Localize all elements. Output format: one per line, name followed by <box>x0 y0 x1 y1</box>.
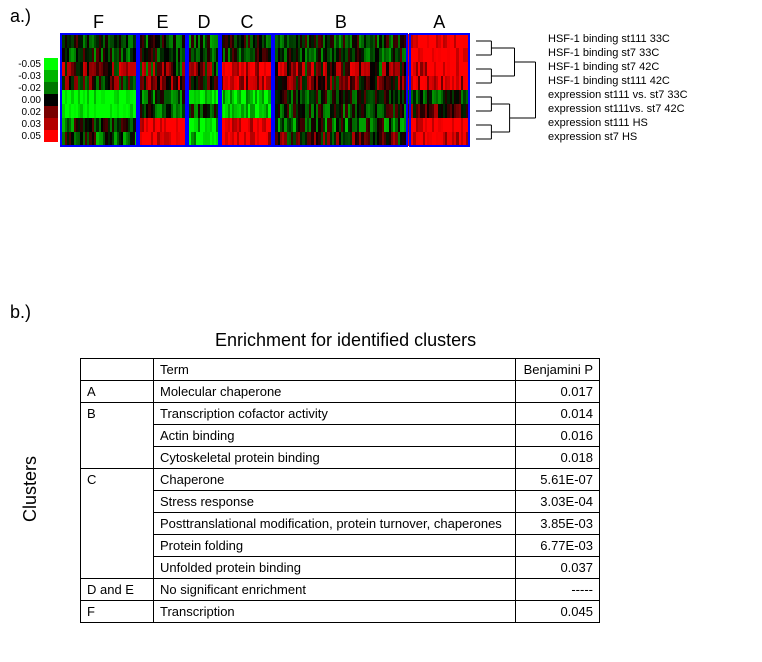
cluster-id: A <box>81 381 154 403</box>
cluster-label: E <box>157 12 169 33</box>
table-row: Cytoskeletal protein binding0.018 <box>81 447 600 469</box>
legend-swatch <box>44 106 58 118</box>
legend-row: -0.05 <box>0 58 58 70</box>
pvalue-cell: 0.045 <box>515 601 599 623</box>
legend-swatch <box>44 82 58 94</box>
panel-a-label: a.) <box>10 6 31 27</box>
cluster-label: A <box>433 12 445 33</box>
legend-swatch <box>44 58 58 70</box>
table-row: Posttranslational modification, protein … <box>81 513 600 535</box>
legend-value: -0.03 <box>9 71 41 82</box>
legend-value: 0.03 <box>9 119 41 130</box>
cluster-label: F <box>93 12 104 33</box>
term-cell: Transcription <box>154 601 516 623</box>
term-cell: Posttranslational modification, protein … <box>154 513 516 535</box>
row-label: expression st111vs. st7 42C <box>548 102 688 116</box>
pvalue-cell: 6.77E-03 <box>515 535 599 557</box>
row-label: HSF-1 binding st7 42C <box>548 60 688 74</box>
clusters-side-label: Clusters <box>20 456 41 522</box>
heatmap-row <box>60 132 470 146</box>
pvalue-cell: 0.037 <box>515 557 599 579</box>
table-row: CChaperone5.61E-07 <box>81 469 600 491</box>
heatmap-row <box>60 90 470 104</box>
table-row: Actin binding0.016 <box>81 425 600 447</box>
legend-value: 0.05 <box>9 131 41 142</box>
pvalue-cell: 5.61E-07 <box>515 469 599 491</box>
table-row: AMolecular chaperone0.017 <box>81 381 600 403</box>
legend-row: -0.02 <box>0 82 58 94</box>
pvalue-cell: ----- <box>515 579 599 601</box>
pvalue-cell: 0.018 <box>515 447 599 469</box>
term-cell: Unfolded protein binding <box>154 557 516 579</box>
table-row: D and ENo significant enrichment----- <box>81 579 600 601</box>
figure: a.) -0.05-0.03-0.020.000.020.030.05 HSF-… <box>0 0 762 662</box>
row-label: HSF-1 binding st111 42C <box>548 74 688 88</box>
cluster-label: C <box>241 12 254 33</box>
legend-row: 0.05 <box>0 130 58 142</box>
table-row: Unfolded protein binding0.037 <box>81 557 600 579</box>
term-cell: Stress response <box>154 491 516 513</box>
row-label: expression st7 HS <box>548 130 688 144</box>
row-label: HSF-1 binding st111 33C <box>548 32 688 46</box>
legend-row: -0.03 <box>0 70 58 82</box>
legend-value: -0.02 <box>9 83 41 94</box>
heatmap-row <box>60 76 470 90</box>
heatmap-row-labels: HSF-1 binding st111 33CHSF-1 binding st7… <box>548 32 688 144</box>
legend-row: 0.03 <box>0 118 58 130</box>
legend-value: -0.05 <box>9 59 41 70</box>
color-scale-legend: -0.05-0.03-0.020.000.020.030.05 <box>0 58 58 142</box>
legend-swatch <box>44 130 58 142</box>
term-cell: No significant enrichment <box>154 579 516 601</box>
cluster-id: F <box>81 601 154 623</box>
term-cell: Transcription cofactor activity <box>154 403 516 425</box>
legend-value: 0.02 <box>9 107 41 118</box>
pvalue-cell: 0.014 <box>515 403 599 425</box>
heatmap-row <box>60 34 470 48</box>
table-header: TermBenjamini P <box>81 359 600 381</box>
row-label: expression st111 HS <box>548 116 688 130</box>
pvalue-cell: 0.016 <box>515 425 599 447</box>
table-row: Protein folding6.77E-03 <box>81 535 600 557</box>
legend-row: 0.02 <box>0 106 58 118</box>
term-cell: Protein folding <box>154 535 516 557</box>
col-term: Term <box>154 359 516 381</box>
cluster-label: D <box>198 12 211 33</box>
table-row: Stress response3.03E-04 <box>81 491 600 513</box>
row-label: HSF-1 binding st7 33C <box>548 46 688 60</box>
panel-b-title: Enrichment for identified clusters <box>215 330 476 351</box>
pvalue-cell: 3.85E-03 <box>515 513 599 535</box>
legend-swatch <box>44 70 58 82</box>
legend-swatch <box>44 94 58 106</box>
heatmap <box>60 34 470 146</box>
panel-b-label: b.) <box>10 302 31 323</box>
legend-swatch <box>44 118 58 130</box>
col-p: Benjamini P <box>515 359 599 381</box>
cluster-label: B <box>335 12 347 33</box>
enrichment-table: TermBenjamini PAMolecular chaperone0.017… <box>80 358 600 623</box>
dendrogram <box>476 34 546 146</box>
cluster-id: C <box>81 469 154 579</box>
term-cell: Chaperone <box>154 469 516 491</box>
cluster-id: D and E <box>81 579 154 601</box>
pvalue-cell: 0.017 <box>515 381 599 403</box>
heatmap-row <box>60 62 470 76</box>
pvalue-cell: 3.03E-04 <box>515 491 599 513</box>
heatmap-row <box>60 104 470 118</box>
panel-a: a.) -0.05-0.03-0.020.000.020.030.05 HSF-… <box>0 0 762 240</box>
table-row: FTranscription0.045 <box>81 601 600 623</box>
cluster-id: B <box>81 403 154 469</box>
legend-row: 0.00 <box>0 94 58 106</box>
heatmap-row <box>60 118 470 132</box>
term-cell: Actin binding <box>154 425 516 447</box>
heatmap-row <box>60 48 470 62</box>
legend-value: 0.00 <box>9 95 41 106</box>
term-cell: Molecular chaperone <box>154 381 516 403</box>
term-cell: Cytoskeletal protein binding <box>154 447 516 469</box>
row-label: expression st111 vs. st7 33C <box>548 88 688 102</box>
table-row: BTranscription cofactor activity0.014 <box>81 403 600 425</box>
